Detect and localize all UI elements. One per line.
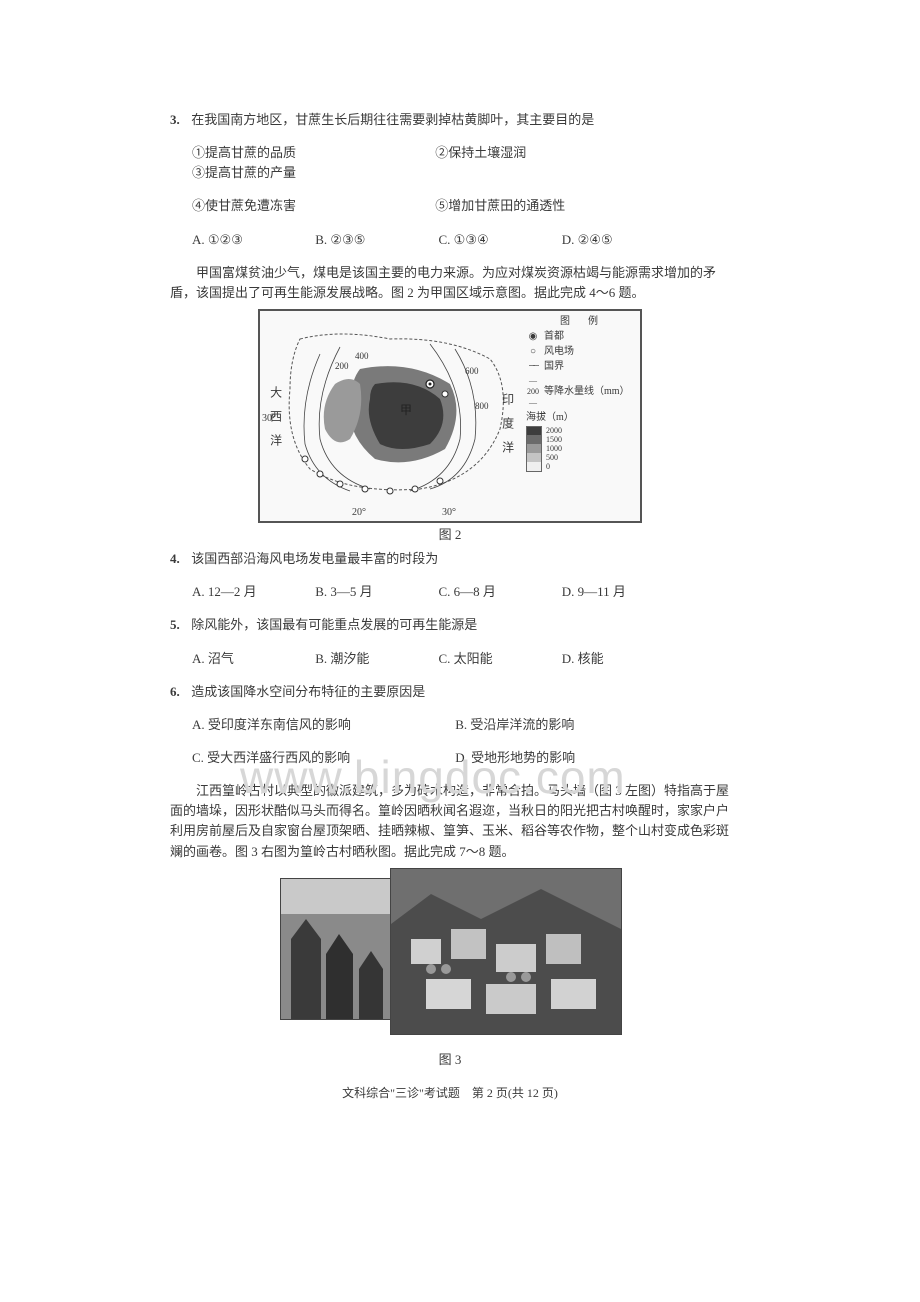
q5-number: 5. xyxy=(170,615,188,635)
q6-stem: 6. 造成该国降水空间分布特征的主要原因是 xyxy=(170,682,730,702)
map-legend: 图 例 ◉ 首都 ○ 风电场 ┄┄ 国界 —200— 等降水量线（mm） 海拔（m） 2… xyxy=(526,315,636,472)
legend-elev-title: 海拔（m） xyxy=(526,411,636,425)
q5-options: A. 沼气 B. 潮汐能 C. 太阳能 D. 核能 xyxy=(170,649,730,669)
legend-isohyet: 等降水量线（mm） xyxy=(544,385,630,399)
map-frame: 甲 200 400 600 800 大 西 洋 印 度 洋 30° 20° 30… xyxy=(258,309,642,523)
q3-text: 在我国南方地区，甘蔗生长后期往往需要剥掉枯黄脚叶，其主要目的是 xyxy=(191,112,594,127)
q6-number: 6. xyxy=(170,682,188,702)
q4-stem: 4. 该国西部沿海风电场发电量最丰富的时段为 xyxy=(170,549,730,569)
q3-item1: ①提高甘蔗的品质 xyxy=(192,143,432,163)
q3-items-row1: ①提高甘蔗的品质 ②保持土壤湿润 ③提高甘蔗的产量 xyxy=(170,143,730,183)
q6-options-row1: A. 受印度洋东南信风的影响 B. 受沿岸洋流的影响 xyxy=(170,715,730,735)
q5-stem: 5. 除风能外，该国最有可能重点发展的可再生能源是 xyxy=(170,615,730,635)
lat-left: 30° xyxy=(262,411,276,427)
q5-text: 除风能外，该国最有可能重点发展的可再生能源是 xyxy=(191,617,477,632)
q6-optB: B. 受沿岸洋流的影响 xyxy=(455,715,574,735)
lon-1: 20° xyxy=(352,505,366,521)
svg-text:200: 200 xyxy=(335,361,349,371)
q3-item3: ③提高甘蔗的产量 xyxy=(192,163,296,183)
q3-item2: ②保持土壤湿润 xyxy=(435,143,675,163)
q3-optD: D. ②④⑤ xyxy=(562,230,682,250)
legend-windfarm: 风电场 xyxy=(544,345,574,359)
figure-3-caption: 图 3 xyxy=(170,1050,730,1070)
q3-optC: C. ①③④ xyxy=(439,230,559,250)
photo-wrap xyxy=(280,868,620,1048)
ocean-east: 印 度 洋 xyxy=(498,393,517,453)
q4-options: A. 12—2 月 B. 3—5 月 C. 6—8 月 D. 9—11 月 xyxy=(170,582,730,602)
q4-number: 4. xyxy=(170,549,188,569)
q6-optD: D. 受地形地势的影响 xyxy=(455,748,575,768)
q5-optD: D. 核能 xyxy=(562,649,682,669)
map-graphic: 甲 200 400 600 800 xyxy=(280,329,515,499)
legend-capital: 首都 xyxy=(544,330,564,344)
figure-2-caption: 图 2 xyxy=(170,525,730,545)
q3-stem: 3. 在我国南方地区，甘蔗生长后期往往需要剥掉枯黄脚叶，其主要目的是 xyxy=(170,110,730,130)
q4-optB: B. 3—5 月 xyxy=(315,582,435,602)
q6-text: 造成该国降水空间分布特征的主要原因是 xyxy=(191,684,425,699)
svg-text:800: 800 xyxy=(475,401,489,411)
windfarm-icon: ○ xyxy=(526,345,540,359)
isohyet-icon: —200— xyxy=(526,375,540,409)
q4-optA: A. 12—2 月 xyxy=(192,582,312,602)
q5-optB: B. 潮汐能 xyxy=(315,649,435,669)
q5-optC: C. 太阳能 xyxy=(439,649,559,669)
q4-text: 该国西部沿海风电场发电量最丰富的时段为 xyxy=(191,551,438,566)
elevation-bar xyxy=(526,426,542,472)
figure-2: 甲 200 400 600 800 大 西 洋 印 度 洋 30° 20° 30… xyxy=(170,309,730,545)
intro-4-6: 甲国富煤贫油少气，煤电是该国主要的电力来源。为应对煤炭资源枯竭与能源需求增加的矛… xyxy=(170,263,730,303)
svg-text:400: 400 xyxy=(355,351,369,361)
q3-items-row2: ④使甘蔗免遭冻害 ⑤增加甘蔗田的通透性 xyxy=(170,196,730,216)
elevation-labels: 2000 1500 1000 500 0 xyxy=(546,426,562,471)
q3-item5: ⑤增加甘蔗田的通透性 xyxy=(435,196,565,216)
capital-icon: ◉ xyxy=(526,330,540,344)
photo-left xyxy=(280,878,407,1020)
exam-page: 3. 在我国南方地区，甘蔗生长后期往往需要剥掉枯黄脚叶，其主要目的是 ①提高甘蔗… xyxy=(170,110,730,1102)
page-footer: 文科综合"三诊"考试题 第 2 页(共 12 页) xyxy=(170,1084,730,1103)
q4-optD: D. 9—11 月 xyxy=(562,582,682,602)
photo-right xyxy=(390,868,622,1035)
svg-text:600: 600 xyxy=(465,366,479,376)
q6-optA: A. 受印度洋东南信风的影响 xyxy=(192,715,452,735)
q5-optA: A. 沼气 xyxy=(192,649,312,669)
figure-3: 图 3 xyxy=(170,868,730,1070)
border-icon: ┄┄ xyxy=(526,360,540,374)
lon-2: 30° xyxy=(442,505,456,521)
q4-optC: C. 6—8 月 xyxy=(439,582,559,602)
intro-7-8: 江西篁岭古村以典型的徽派建筑，多为砖木构造，非常合拍。马头墙（图 3 左图）特指… xyxy=(170,781,730,862)
q6-optC: C. 受大西洋盛行西风的影响 xyxy=(192,748,452,768)
legend-border: 国界 xyxy=(544,360,564,374)
country-label: 甲 xyxy=(400,403,412,417)
q3-options: A. ①②③ B. ②③⑤ C. ①③④ D. ②④⑤ xyxy=(170,230,730,250)
q3-optA: A. ①②③ xyxy=(192,230,312,250)
legend-title: 图 例 xyxy=(526,315,636,329)
q6-options-row2: C. 受大西洋盛行西风的影响 D. 受地形地势的影响 xyxy=(170,748,730,768)
q3-item4: ④使甘蔗免遭冻害 xyxy=(192,196,432,216)
q3-optB: B. ②③⑤ xyxy=(315,230,435,250)
q3-number: 3. xyxy=(170,110,188,130)
